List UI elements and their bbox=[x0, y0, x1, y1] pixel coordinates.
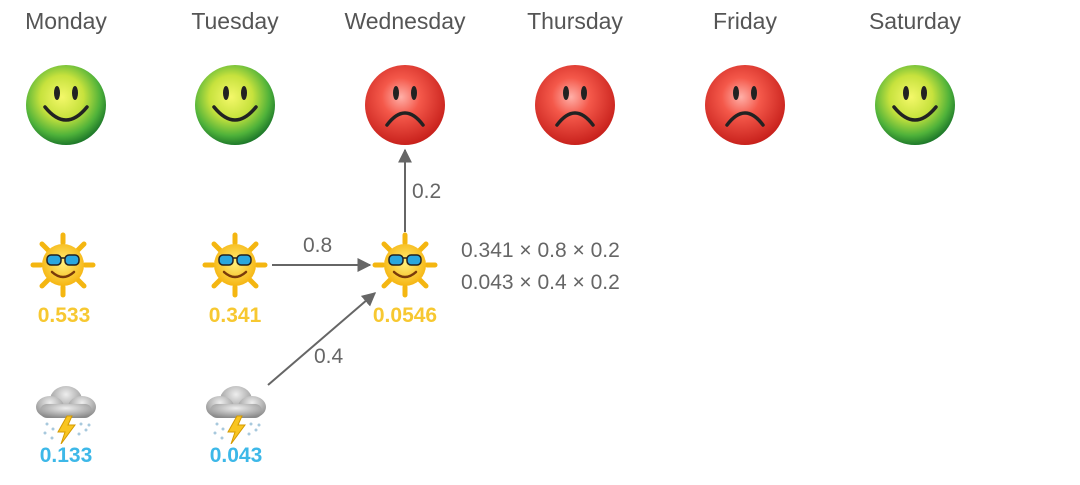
edge-label-rain-to-sun: 0.4 bbox=[314, 345, 344, 368]
storm-cloud-icon bbox=[201, 382, 271, 444]
sun-with-sunglasses-icon bbox=[202, 232, 268, 298]
happy-face-icon bbox=[24, 63, 108, 147]
day-label-saturday: Saturday bbox=[868, 8, 962, 34]
sunny-prob-monday: 0.533 bbox=[37, 304, 91, 327]
day-label-thursday: Thursday bbox=[527, 8, 623, 34]
sun-with-sunglasses-icon bbox=[30, 232, 96, 298]
happy-face-icon bbox=[873, 63, 957, 147]
day-label-friday: Friday bbox=[713, 8, 777, 34]
sunny-prob-wednesday: 0.0546 bbox=[372, 304, 438, 327]
storm-cloud-icon bbox=[31, 382, 101, 444]
day-label-wednesday: Wednesday bbox=[344, 8, 466, 34]
day-label-monday: Monday bbox=[25, 8, 107, 34]
rainy-prob-tuesday: 0.043 bbox=[209, 444, 263, 467]
edge-label-sun-to-mood: 0.2 bbox=[412, 180, 442, 203]
rainy-prob-monday: 0.133 bbox=[39, 444, 93, 467]
day-label-tuesday: Tuesday bbox=[191, 8, 279, 34]
happy-face-icon bbox=[193, 63, 277, 147]
formula-line-2: 0.043 × 0.4 × 0.2 bbox=[461, 271, 620, 294]
sad-face-icon bbox=[703, 63, 787, 147]
edge-label-sun-to-sun: 0.8 bbox=[303, 234, 333, 257]
sad-face-icon bbox=[533, 63, 617, 147]
sad-face-icon bbox=[363, 63, 447, 147]
sunny-prob-tuesday: 0.341 bbox=[208, 304, 262, 327]
sun-with-sunglasses-icon bbox=[372, 232, 438, 298]
formula-line-1: 0.341 × 0.8 × 0.2 bbox=[461, 239, 620, 262]
